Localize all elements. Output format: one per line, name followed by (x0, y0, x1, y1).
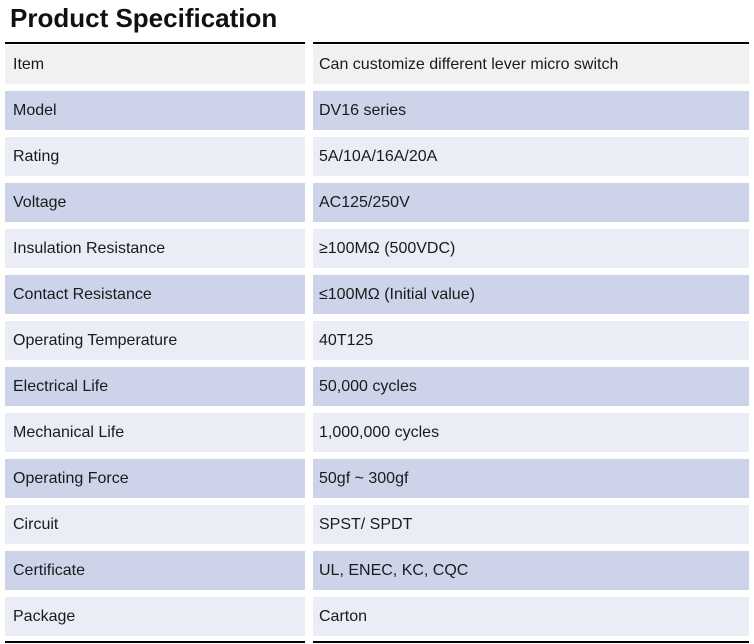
spec-value-cell: ≥100MΩ (500VDC) (313, 229, 749, 268)
spec-value-cell: 5A/10A/16A/20A (313, 137, 749, 176)
spec-label-cell: Circuit (5, 505, 305, 544)
spec-label-cell: Mechanical Life (5, 413, 305, 452)
spec-value-cell: UL, ENEC, KC, CQC (313, 551, 749, 590)
spec-label-cell: Insulation Resistance (5, 229, 305, 268)
header-label-cell: Item (5, 45, 305, 84)
top-rule-left-segment (5, 42, 305, 44)
bottom-rule-right-segment (313, 641, 749, 643)
spec-value-cell: Carton (313, 597, 749, 636)
spec-value-cell: 50,000 cycles (313, 367, 749, 406)
spec-value-cell: 1,000,000 cycles (313, 413, 749, 452)
bottom-rule-left-segment (5, 641, 305, 643)
spec-label-cell: Electrical Life (5, 367, 305, 406)
table-bottom-rule (5, 641, 749, 643)
spec-label-cell: Package (5, 597, 305, 636)
spec-label-cell: Contact Resistance (5, 275, 305, 314)
table-top-rule (5, 42, 749, 44)
spec-value-cell: ≤100MΩ (Initial value) (313, 275, 749, 314)
spec-value-cell: 50gf ~ 300gf (313, 459, 749, 498)
spec-label-cell: Rating (5, 137, 305, 176)
spec-label-cell: Model (5, 91, 305, 130)
spec-value-cell: AC125/250V (313, 183, 749, 222)
top-rule-gap (305, 42, 313, 44)
spec-label-cell: Operating Temperature (5, 321, 305, 360)
spec-value-cell: DV16 series (313, 91, 749, 130)
page-title: Product Specification (10, 3, 278, 33)
spec-label-cell: Operating Force (5, 459, 305, 498)
top-rule-right-segment (313, 42, 749, 44)
spec-value-cell: 40T125 (313, 321, 749, 360)
spec-value-cell: SPST/ SPDT (313, 505, 749, 544)
spec-label-cell: Voltage (5, 183, 305, 222)
header-value-cell: Can customize different lever micro swit… (313, 45, 749, 84)
spec-table: Item Can customize different lever micro… (5, 45, 749, 636)
spec-label-cell: Certificate (5, 551, 305, 590)
bottom-rule-gap (305, 641, 313, 643)
